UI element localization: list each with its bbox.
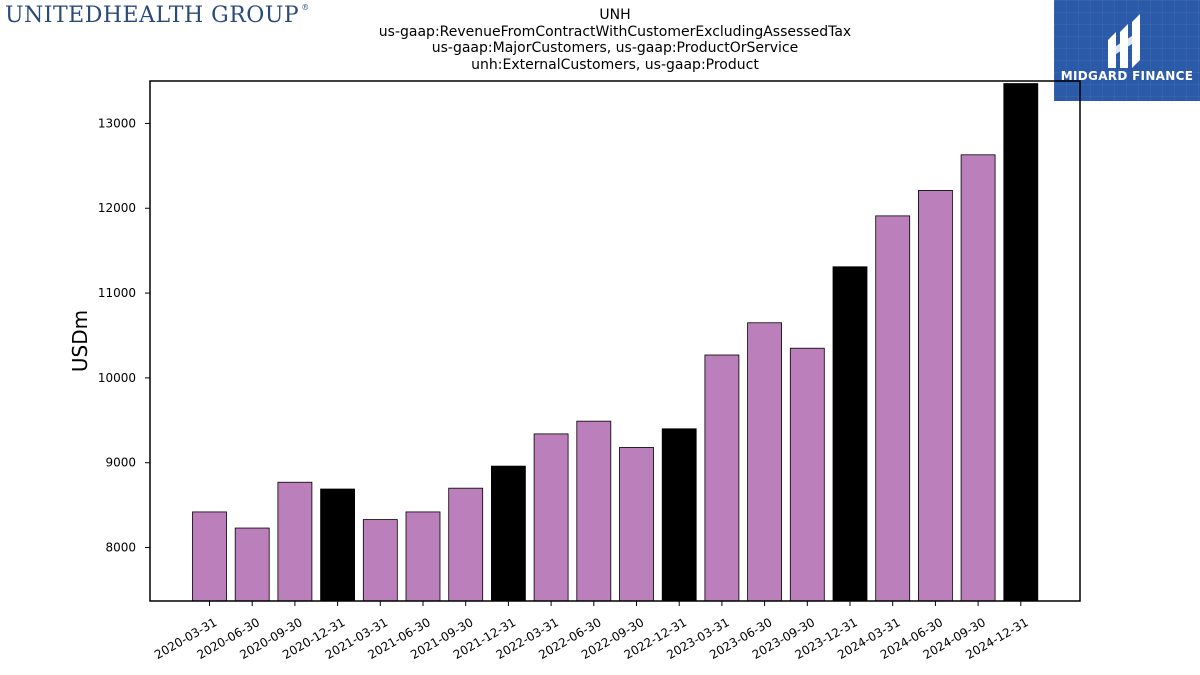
bar-2021-03-31 [362,519,398,602]
bar-2021-09-30 [448,487,484,602]
bar-2021-12-31 [490,465,526,602]
bar-2023-09-30 [789,347,825,602]
y-tick-label: 11000 [98,286,136,300]
bar-2021-06-30 [405,511,441,602]
bar-series [192,83,1039,602]
company-logo-text: UNITEDHEALTH GROUP [5,3,300,28]
chart-title-line: us-gaap:MajorCustomers, us-gaap:ProductO… [431,40,799,56]
bar-2020-12-31 [320,488,356,602]
bar-2020-03-31 [192,511,227,602]
bar-2022-06-30 [576,420,612,602]
company-logo: UNITEDHEALTH GROUP ® [5,3,310,28]
y-tick-label: 12000 [98,201,136,215]
bar-2022-09-30 [619,447,654,602]
midgard-finance-badge: MIDGARD FINANCE [1054,0,1200,101]
x-axis: 2020-03-312020-06-302020-09-302020-12-31… [152,601,1031,662]
y-tick-label: 10000 [98,371,136,385]
bar-2020-09-30 [277,481,313,602]
chart-title-line: UNH [599,7,631,23]
bar-2023-12-31 [832,266,868,602]
y-tick-label: 8000 [105,541,136,555]
chart-title-line: unh:ExternalCustomers, us-gaap:Product [471,56,759,73]
bar-2024-09-30 [960,154,996,602]
bar-2024-03-31 [875,215,911,602]
bar-2023-03-31 [704,354,740,602]
bar-2024-12-31 [1003,83,1039,602]
bar-2023-06-30 [747,322,782,602]
y-tick-label: 9000 [105,456,136,470]
plot-frame [149,80,1081,602]
chart-title: UNH us-gaap:RevenueFromContractWithCusto… [150,7,1080,73]
y-axis-label: USDm [68,310,92,372]
bar-2022-12-31 [661,428,697,602]
y-tick-label: 13000 [98,116,136,130]
chart-title-line: us-gaap:RevenueFromContractWithCustomerE… [378,23,852,40]
registered-mark: ® [301,3,310,12]
bar-2020-06-30 [234,527,270,602]
y-axis: 8000 9000 10000 11000 12000 13000 [98,116,150,555]
bar-2024-06-30 [918,190,953,602]
badge-label: MIDGARD FINANCE [1060,69,1194,83]
midgard-logo-icon [1108,14,1140,68]
bar-2022-03-31 [533,433,569,602]
